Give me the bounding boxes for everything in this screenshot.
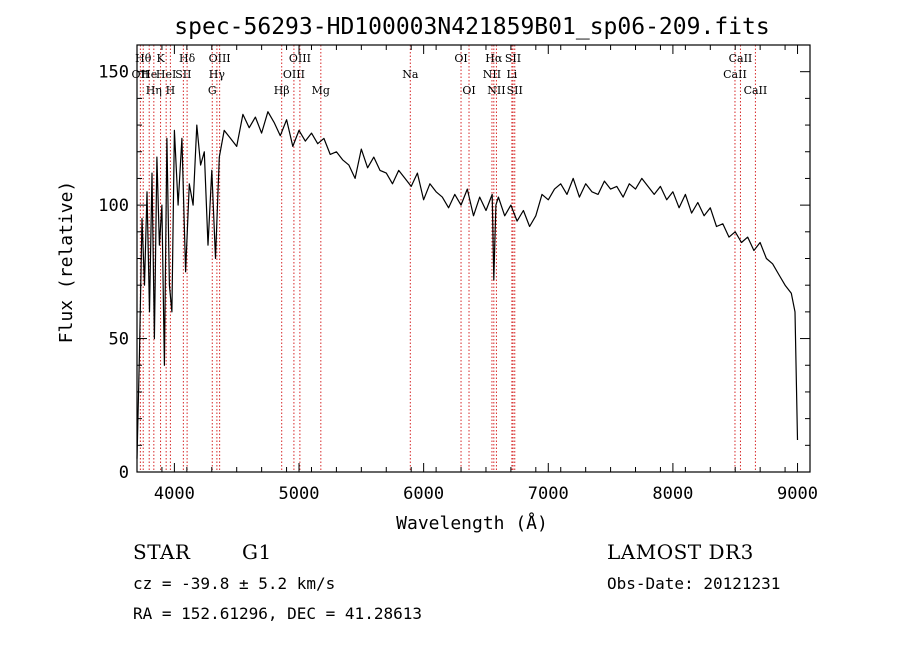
- line-label: SII: [175, 68, 191, 81]
- x-tick-label: 7000: [528, 484, 569, 504]
- x-tick-label: 8000: [652, 484, 693, 504]
- x-tick-label: 6000: [403, 484, 444, 504]
- x-tick-label: 9000: [777, 484, 818, 504]
- line-labels: OIIHθHeHηKHeIHSIIHδGHγOIIIHβOIIIOIIIMgNa…: [132, 52, 768, 97]
- line-label: SII: [507, 84, 523, 97]
- y-axis-label: Flux (relative): [56, 181, 77, 344]
- y-tick-label: 50: [109, 330, 129, 350]
- line-label: SII: [505, 52, 521, 65]
- line-label: Hδ: [179, 52, 196, 65]
- line-label: CaII: [744, 84, 768, 97]
- y-tick-label: 150: [98, 63, 129, 83]
- plot-frame: [136, 44, 811, 473]
- axis-ticks: 4000 5000 6000 7000 8000 9000 0 50 100 150: [98, 45, 818, 504]
- chart-title: spec-56293-HD100003N421859B01_sp06-209.f…: [174, 14, 769, 40]
- line-label: HeI: [156, 68, 176, 81]
- line-markers: [139, 45, 756, 472]
- line-label: OIII: [283, 68, 305, 81]
- line-label: NII: [487, 84, 505, 97]
- object-subclass: G1: [242, 540, 272, 564]
- line-label: Na: [402, 68, 419, 81]
- coordinates: RA = 152.61296, DEC = 41.28613: [133, 604, 422, 623]
- x-tick-label: 4000: [154, 484, 195, 504]
- spectrum-series: [136, 111, 799, 459]
- x-tick-label: 5000: [279, 484, 320, 504]
- spectrum-line: [136, 111, 799, 459]
- obs-date: Obs-Date: 20121231: [607, 574, 781, 593]
- y-tick-label: 100: [98, 196, 129, 216]
- line-label: Li: [506, 68, 517, 81]
- survey-label: LAMOST DR3: [607, 540, 754, 564]
- line-label: CaII: [723, 68, 747, 81]
- object-class: STAR: [133, 540, 191, 564]
- line-label: Hβ: [274, 84, 290, 97]
- line-label: He: [141, 68, 157, 81]
- line-label: Hγ: [209, 68, 226, 81]
- line-label: OIII: [209, 52, 231, 65]
- line-label: OIII: [289, 52, 311, 65]
- plot-axes: [136, 44, 811, 473]
- line-label: Hα: [485, 52, 503, 65]
- line-label: OI: [462, 84, 475, 97]
- line-label: G: [208, 84, 217, 97]
- line-label: Mg: [312, 84, 330, 97]
- line-label: Hη: [146, 84, 162, 97]
- line-label: OI: [454, 52, 467, 65]
- line-label: CaII: [729, 52, 753, 65]
- x-axis-label: Wavelength (Å): [396, 512, 548, 534]
- line-label: H: [166, 84, 176, 97]
- line-label: K: [156, 52, 165, 65]
- y-tick-label: 0: [119, 463, 129, 483]
- line-label: Hθ: [135, 52, 152, 65]
- redshift-cz: cz = -39.8 ± 5.2 km/s: [133, 574, 336, 593]
- line-label: NII: [483, 68, 501, 81]
